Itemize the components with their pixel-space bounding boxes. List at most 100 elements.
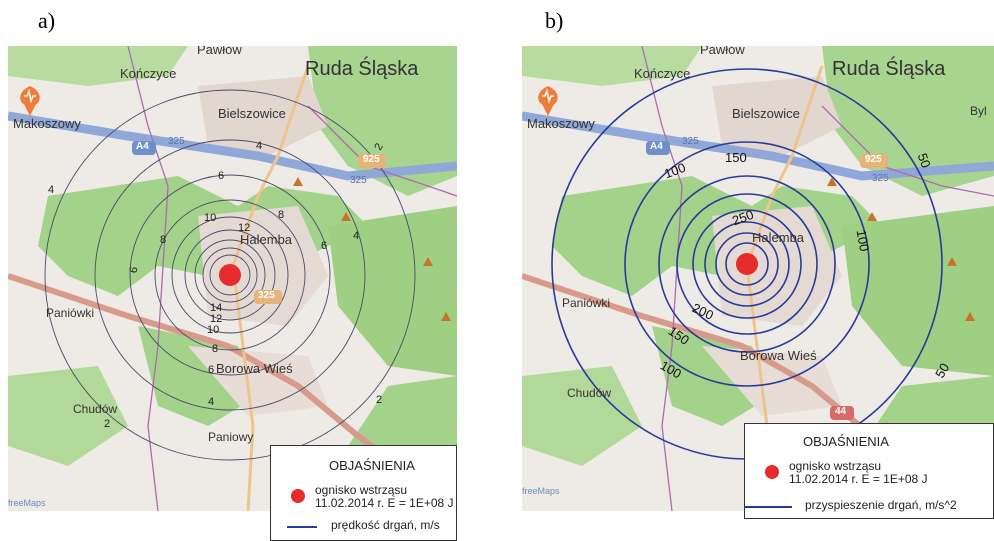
map-a-forest xyxy=(8,46,188,86)
map-a-contours xyxy=(44,89,416,461)
contour-label: 2 xyxy=(376,394,383,406)
map-a-epicenter-marker[interactable] xyxy=(219,264,241,286)
panel-b-label: b) xyxy=(545,8,564,33)
contour-label: 14 xyxy=(210,302,223,314)
map-a-a4-shield xyxy=(132,141,156,155)
legend-title: OBJAŚNIENIA xyxy=(803,434,889,449)
map-b-forest xyxy=(522,46,702,86)
map-a-peak-icon xyxy=(441,312,451,321)
contour-label: 150 xyxy=(725,150,747,165)
legend-line-label: prędkość drgań, m/s xyxy=(331,518,440,532)
contour-label: 4 xyxy=(48,184,55,196)
map-b-a4-shield xyxy=(646,141,670,155)
legend-epicenter-label: ognisko wstrząsu xyxy=(789,459,882,473)
contour-label: 4 xyxy=(256,140,263,152)
map-a-peak-icon xyxy=(423,257,433,266)
town-label: Pawłów xyxy=(197,46,242,57)
map-b-peak-icon xyxy=(965,312,975,321)
map-b-epicenter-marker[interactable] xyxy=(736,253,758,275)
map-a-canvas xyxy=(8,46,457,511)
town-label: Makoszowy xyxy=(13,116,81,131)
map-a-urban xyxy=(198,206,328,326)
legend-title: OBJAŚNIENIA xyxy=(329,458,415,473)
map-watermark: freeMaps xyxy=(8,498,46,508)
town-label: Ruda Śląska xyxy=(832,58,946,80)
town-label: Kończyce xyxy=(120,66,177,81)
map-a-325-shield xyxy=(254,290,282,304)
contour-label: 2 xyxy=(104,418,111,430)
map-watermark: freeMaps xyxy=(522,486,560,496)
map-a-925-shield xyxy=(358,154,386,168)
map-b-peak-icon xyxy=(827,177,837,186)
map-b-highway xyxy=(522,111,994,181)
road-label: 325 xyxy=(872,173,889,184)
town-label: Bielszowice xyxy=(732,106,800,121)
map-a-peak-icon xyxy=(293,177,303,186)
town-label: Chudów xyxy=(567,386,612,400)
legend-line-label: przyspieszenie drgań, m/s^2 xyxy=(805,498,957,512)
map-b-forest xyxy=(522,366,642,466)
map-a-boundary xyxy=(307,105,457,197)
contour-label: 8 xyxy=(160,234,167,246)
map-a-urban xyxy=(188,346,328,416)
map-b-peak-icon xyxy=(947,257,957,266)
town-label: Paniówki xyxy=(562,296,611,310)
contour-label: 4 xyxy=(208,396,215,408)
town-label: Halemba xyxy=(752,230,805,245)
contour-label: 10 xyxy=(207,324,220,336)
town-label: Borowa Wieś xyxy=(740,348,817,363)
road-label: 925 xyxy=(363,154,380,165)
legend-a: OBJAŚNIENIA ognisko wstrząsu 11.02.2014 … xyxy=(270,445,457,541)
map-a-peak-icon xyxy=(341,212,351,221)
legend-epicenter-label: ognisko wstrząsu xyxy=(315,483,408,497)
road-label: A4 xyxy=(650,141,663,152)
map-b-44-shield xyxy=(830,406,854,420)
map-b-hospital-icon[interactable] xyxy=(538,86,558,116)
town-label: Ruda Śląska xyxy=(305,58,419,80)
contour-label: 4 xyxy=(353,230,360,242)
contour-label: 6 xyxy=(321,240,328,252)
contour-label: 6 xyxy=(208,364,215,376)
map-b-peak-icon xyxy=(867,212,877,221)
town-label: Chudów xyxy=(73,402,118,416)
town-label: Paniówki xyxy=(46,306,95,320)
map-b-urban xyxy=(712,76,842,156)
legend-epicenter-date: 11.02.2014 r. E = 1E+08 J xyxy=(315,496,454,510)
town-label: Kończyce xyxy=(634,66,691,81)
road-label: 325 xyxy=(350,175,367,186)
map-b-boundary xyxy=(821,105,994,197)
road-label: 325 xyxy=(258,290,275,301)
legend-line-swatch xyxy=(744,506,792,508)
map-panel-a[interactable]: Pawłów Kończyce Ruda Śląska Makoszowy Bi… xyxy=(8,46,457,511)
contour-label: 6 xyxy=(218,170,225,182)
map-b-urban xyxy=(702,346,842,416)
legend-epicenter-date: 11.02.2014 r. E = 1E+08 J xyxy=(789,472,928,486)
town-label: Borowa Wieś xyxy=(216,361,293,376)
map-b-925-shield xyxy=(860,154,888,168)
town-label: Halemba xyxy=(240,232,293,247)
legend-b: OBJAŚNIENIA ognisko wstrząsu 11.02.2014 … xyxy=(744,423,994,519)
epicenter-legend-dot xyxy=(765,465,779,479)
contour-label: 12 xyxy=(210,313,223,325)
map-a-forest xyxy=(8,366,128,466)
town-label: Byl xyxy=(970,104,987,118)
contour-label: 12 xyxy=(238,222,251,234)
map-b-forest xyxy=(842,206,994,376)
map-a-forest xyxy=(328,206,457,376)
contour-label: 10 xyxy=(204,212,217,224)
contour-label: 8 xyxy=(212,343,219,355)
map-a-boundary xyxy=(127,46,169,511)
town-label: Bielszowice xyxy=(218,106,286,121)
map-a-urban xyxy=(198,76,328,156)
road-label: 925 xyxy=(865,154,882,165)
town-label: Pawłów xyxy=(700,46,745,57)
road-label: A4 xyxy=(136,141,149,152)
contour-label: 8 xyxy=(278,209,285,221)
road-label: 44 xyxy=(835,406,847,417)
road-label: 325 xyxy=(682,136,699,147)
map-a-forest xyxy=(308,46,457,196)
panel-a-label: a) xyxy=(38,8,56,33)
map-a-hospital-icon[interactable] xyxy=(20,86,40,116)
legend-line-swatch xyxy=(287,526,317,528)
town-label: Paniowy xyxy=(208,430,254,444)
